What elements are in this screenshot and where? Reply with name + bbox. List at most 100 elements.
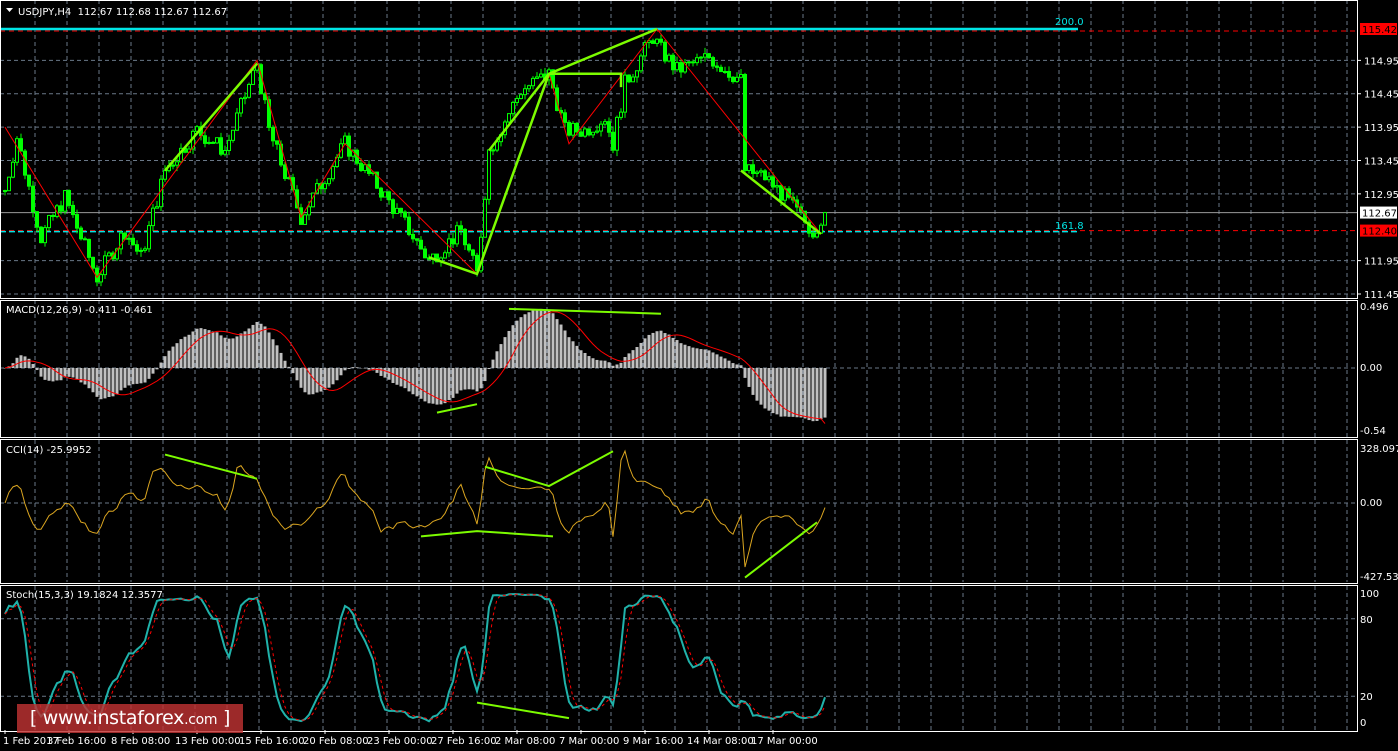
macd-histogram-bar <box>35 368 39 371</box>
macd-histogram-bar <box>487 368 491 370</box>
macd-histogram-bar <box>559 324 563 368</box>
macd-histogram-bar <box>467 368 471 390</box>
panel-border <box>0 439 1358 584</box>
macd-histogram-bar <box>475 368 479 392</box>
macd-histogram-bar <box>171 346 175 368</box>
macd-axis-label: 0.00 <box>1360 363 1382 374</box>
macd-histogram-bar <box>175 343 179 368</box>
price-trendline <box>740 169 822 235</box>
macd-histogram-bar <box>99 368 103 400</box>
cci-panel[interactable] <box>4 449 826 579</box>
macd-histogram-bar <box>711 352 715 368</box>
dropdown-triangle-icon[interactable] <box>6 8 13 12</box>
candle-body <box>471 249 475 256</box>
candle-body <box>763 170 767 181</box>
candle-body <box>483 198 487 238</box>
price-axis-label: 114.95 <box>1364 56 1398 67</box>
cci-line <box>4 449 826 568</box>
stoch-signal-line <box>4 593 826 721</box>
stoch-panel[interactable] <box>4 593 826 723</box>
macd-histogram-bar <box>187 334 191 368</box>
macd-histogram-bar <box>503 337 507 368</box>
candle-body <box>211 141 215 144</box>
macd-histogram-bar <box>823 368 827 418</box>
candle-body <box>359 162 363 171</box>
macd-histogram-bar <box>727 360 731 368</box>
macd-panel[interactable] <box>3 307 827 424</box>
macd-histogram-bar <box>215 332 219 368</box>
time-axis-label: 15 Feb 16:00 <box>239 736 305 747</box>
candle-body <box>655 38 659 44</box>
macd-histogram-bar <box>687 346 691 368</box>
macd-histogram-bar <box>623 357 627 368</box>
candle-body <box>147 225 151 250</box>
candle-body <box>507 113 511 123</box>
macd-histogram-bar <box>755 368 759 401</box>
candle-body <box>267 99 271 128</box>
candle-body <box>571 122 575 136</box>
macd-histogram-bar <box>775 368 779 415</box>
candle-body <box>535 76 539 79</box>
macd-histogram-bar <box>327 368 331 388</box>
candle-body <box>731 76 735 83</box>
candle-body <box>575 122 579 133</box>
candle-body <box>127 237 131 240</box>
candle-body <box>271 126 275 142</box>
macd-histogram-bar <box>703 349 707 368</box>
candle-body <box>563 112 567 123</box>
candle-body <box>327 178 331 185</box>
candle-body <box>755 171 759 174</box>
macd-histogram-bar <box>547 310 551 368</box>
candle-body <box>639 55 643 72</box>
macd-trendline <box>508 307 662 315</box>
macd-histogram-bar <box>315 368 319 393</box>
candle-body <box>811 232 815 238</box>
candle-body <box>723 70 727 73</box>
candle-body <box>75 214 79 229</box>
candle-body <box>251 69 255 85</box>
macd-histogram-bar <box>3 368 7 369</box>
macd-histogram-bar <box>83 368 87 385</box>
stoch-axis-label: 80 <box>1360 615 1373 626</box>
candle-body <box>671 54 675 71</box>
macd-histogram-bar <box>203 329 207 368</box>
candle-body <box>139 249 143 252</box>
macd-histogram-bar <box>603 360 607 368</box>
candle-body <box>99 274 103 283</box>
macd-label: MACD(12,26,9) -0.411 -0.461 <box>6 305 153 316</box>
macd-histogram-bar <box>511 325 515 368</box>
macd-histogram-bar <box>667 334 671 368</box>
macd-histogram-bar <box>207 330 211 368</box>
candle-body <box>747 164 751 171</box>
candle-body <box>687 61 691 64</box>
candle-body <box>667 54 671 62</box>
macd-histogram-bar <box>15 357 19 368</box>
candle-body <box>19 138 23 152</box>
candle-body <box>223 150 227 155</box>
macd-histogram-bar <box>211 331 215 368</box>
candle-body <box>787 188 791 198</box>
candle-body <box>11 161 15 178</box>
candle-body <box>467 244 471 251</box>
macd-histogram-bar <box>607 362 611 368</box>
macd-histogram-bar <box>751 368 755 395</box>
grid <box>0 0 1357 730</box>
macd-histogram-bar <box>255 321 259 368</box>
candle-body <box>239 98 243 114</box>
macd-histogram-bar <box>707 350 711 368</box>
macd-histogram-bar <box>447 368 451 401</box>
candle-body <box>163 170 167 180</box>
candle-body <box>303 214 307 225</box>
candle-body <box>43 227 47 244</box>
macd-histogram-bar <box>683 344 687 368</box>
candle-body <box>579 131 583 137</box>
macd-histogram-bar <box>455 368 459 394</box>
macd-histogram-bar <box>515 320 519 368</box>
candle-body <box>151 207 155 227</box>
watermark-bracket: ] <box>223 707 231 729</box>
macd-histogram-bar <box>747 368 751 387</box>
macd-histogram-bar <box>459 368 463 391</box>
candle-body <box>3 190 7 193</box>
price-panel[interactable] <box>0 27 1357 287</box>
